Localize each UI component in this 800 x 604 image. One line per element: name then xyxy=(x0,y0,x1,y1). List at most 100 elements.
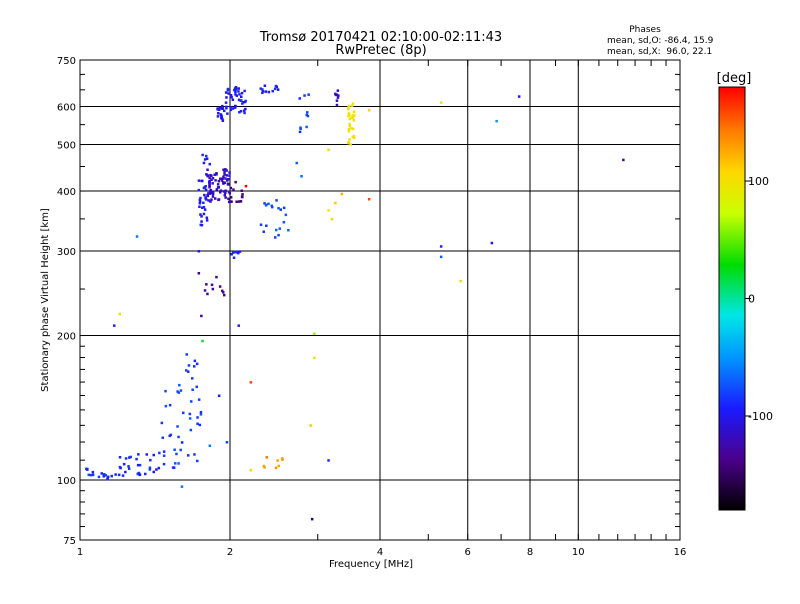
echo-point xyxy=(221,104,224,108)
echo-point xyxy=(228,171,231,174)
echo-point xyxy=(267,90,271,94)
echo-point xyxy=(298,97,301,100)
echo-point xyxy=(214,197,217,200)
echo-point xyxy=(274,236,277,239)
echo-point xyxy=(235,200,238,203)
echo-point xyxy=(299,127,302,130)
echo-point xyxy=(347,140,350,144)
echo-point xyxy=(162,462,166,466)
echo-point xyxy=(261,91,264,95)
echo-point xyxy=(217,112,220,115)
echo-point xyxy=(261,88,264,91)
echo-point xyxy=(310,517,314,521)
echo-point xyxy=(215,275,218,279)
echo-point xyxy=(305,125,308,129)
echo-point xyxy=(439,245,443,248)
echo-point xyxy=(209,173,212,177)
echo-point xyxy=(237,324,240,327)
echo-point xyxy=(239,99,242,102)
echo-point xyxy=(180,485,184,488)
echo-point xyxy=(198,205,201,208)
echo-point xyxy=(231,98,235,101)
echo-point xyxy=(158,451,161,455)
echo-point xyxy=(201,153,204,157)
echo-point xyxy=(221,107,224,110)
y-tick-label: 200 xyxy=(57,332,76,343)
echo-point xyxy=(305,113,308,117)
echo-point xyxy=(225,441,229,444)
echo-point xyxy=(113,324,116,327)
echo-point xyxy=(188,412,192,416)
echo-point xyxy=(155,468,158,471)
echo-point xyxy=(279,208,282,211)
echo-point xyxy=(205,219,209,222)
colorbar-tick-label: 0 xyxy=(748,293,755,306)
echo-point xyxy=(243,109,246,112)
echo-point xyxy=(206,194,209,197)
echo-point xyxy=(351,102,355,105)
echo-point xyxy=(185,369,188,372)
echo-point xyxy=(337,94,340,97)
echo-point xyxy=(211,192,215,196)
echo-point xyxy=(347,106,350,109)
echo-point xyxy=(122,462,126,466)
echo-point xyxy=(103,473,106,476)
echo-point xyxy=(176,390,179,393)
echo-point xyxy=(234,86,238,89)
echo-point xyxy=(225,174,228,177)
echo-point xyxy=(352,127,355,131)
echo-point xyxy=(201,206,204,209)
echo-point xyxy=(238,93,241,96)
echo-point xyxy=(124,457,128,460)
echo-point xyxy=(118,312,121,316)
echo-point xyxy=(127,467,131,470)
echo-point xyxy=(205,283,208,286)
echo-point xyxy=(206,292,209,296)
echo-point xyxy=(202,212,206,216)
echo-point xyxy=(174,462,177,465)
grid-lines xyxy=(80,60,680,540)
echo-point xyxy=(217,394,221,397)
y-axis-label: Stationary phase Virtual Height [km] xyxy=(40,208,51,392)
echo-point xyxy=(135,457,138,461)
echo-point xyxy=(350,104,354,107)
echo-point xyxy=(235,94,238,97)
echo-point xyxy=(238,250,242,253)
echo-point xyxy=(271,89,274,93)
echo-point xyxy=(275,228,278,232)
echo-point xyxy=(306,111,309,114)
echo-point xyxy=(295,161,298,165)
echo-point xyxy=(177,462,180,465)
echo-point xyxy=(198,423,201,427)
echo-point xyxy=(348,124,351,128)
echo-point xyxy=(137,471,141,475)
echo-point xyxy=(219,189,223,192)
echo-point xyxy=(274,466,278,470)
echo-point xyxy=(208,176,211,180)
echo-point xyxy=(223,170,226,174)
echo-point xyxy=(334,201,337,205)
echo-point xyxy=(226,182,230,185)
echo-point xyxy=(210,178,213,181)
y-tick-label: 750 xyxy=(57,56,76,67)
echo-point xyxy=(205,154,208,158)
echo-point xyxy=(229,196,233,199)
echo-point xyxy=(211,177,215,180)
echo-point xyxy=(225,106,228,110)
echo-point xyxy=(263,202,266,205)
echo-point xyxy=(152,470,155,474)
echo-point xyxy=(351,114,355,117)
echo-point xyxy=(199,413,203,416)
echo-point xyxy=(241,102,244,105)
echo-point xyxy=(282,206,286,210)
echo-point xyxy=(195,362,199,366)
echo-point xyxy=(91,473,95,477)
echo-point xyxy=(138,463,142,467)
echo-point xyxy=(223,181,226,184)
echo-point xyxy=(117,473,121,477)
echo-point xyxy=(459,279,462,283)
echo-point xyxy=(179,389,183,392)
echo-point xyxy=(282,221,286,224)
echo-point xyxy=(240,189,243,192)
